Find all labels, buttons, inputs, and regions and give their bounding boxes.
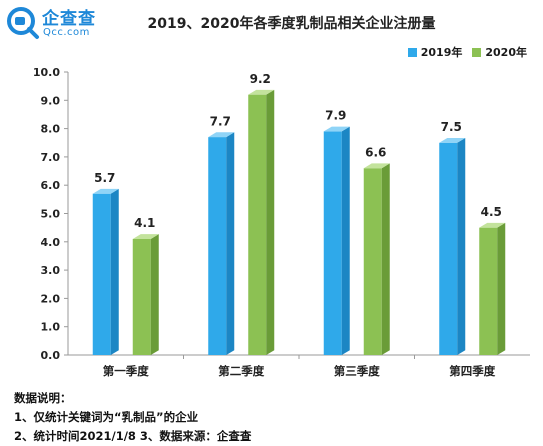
y-tick-label: 9.0: [41, 94, 61, 107]
legend-swatch-2019: [407, 47, 417, 57]
bar-2020-2: [248, 94, 267, 355]
data-label-2019-1: 5.7: [94, 171, 115, 185]
legend-label-2019: 2019年: [420, 46, 463, 59]
logo-subtext: Qcc.com: [43, 27, 90, 38]
y-tick-label: 0.0: [41, 349, 61, 362]
logo-icon: [7, 7, 39, 39]
notes-heading: 数据说明：: [14, 391, 72, 405]
x-tick-label: 第一季度: [103, 364, 149, 378]
y-tick-label: 2.0: [41, 292, 61, 305]
y-tick-label: 10.0: [33, 66, 60, 79]
data-label-2019-2: 7.7: [210, 114, 231, 128]
legend-swatch-2020: [472, 47, 482, 57]
logo-text: 企查查: [42, 9, 96, 29]
x-tick-label: 第四季度: [449, 364, 495, 378]
data-label-2020-2: 9.2: [250, 72, 271, 86]
bar-2019-4: [439, 142, 458, 355]
bar-top-2019-2: [208, 132, 235, 138]
x-tick-label: 第二季度: [218, 364, 264, 378]
bar-2020-3: [363, 168, 382, 355]
bar-top-2019-4: [439, 137, 466, 143]
bar-top-2020-1: [132, 234, 159, 239]
notes-line-2: 2、统计时间2021/1/8 3、数据来源：企查查: [14, 429, 252, 443]
data-label-2019-4: 7.5: [441, 120, 462, 134]
y-tick-label: 4.0: [41, 236, 61, 249]
bar-top-2019-3: [323, 126, 350, 132]
bar-side-2019-2: [226, 132, 235, 355]
legend-label-2020: 2020年: [485, 46, 527, 59]
bar-2020-1: [132, 238, 151, 355]
bar-side-2020-2: [266, 89, 275, 355]
bar-top-2020-2: [248, 89, 275, 95]
x-tick-label: 第三季度: [334, 364, 380, 378]
legend-item-2019: 2019年: [407, 44, 463, 60]
bar-side-2020-3: [381, 163, 390, 355]
y-tick-label: 3.0: [41, 264, 61, 277]
bar-2019-3: [323, 131, 342, 355]
notes-line-1: 1、仅统计关键词为“乳制品”的企业: [14, 410, 199, 424]
data-notes: 数据说明： 1、仅统计关键词为“乳制品”的企业 2、统计时间2021/1/8 3…: [14, 389, 251, 446]
legend-item-2020: 2020年: [472, 44, 527, 60]
y-tick-label: 8.0: [41, 123, 61, 136]
data-label-2020-1: 4.1: [134, 216, 155, 230]
legend: 2019年 2020年: [407, 44, 527, 60]
bar-top-2020-3: [363, 163, 390, 169]
y-tick-label: 7.0: [41, 151, 61, 164]
bar-top-2019-1: [92, 188, 119, 194]
data-label-2020-4: 4.5: [481, 205, 502, 219]
y-tick-label: 1.0: [41, 321, 61, 334]
bar-side-2019-1: [110, 188, 119, 355]
bar-side-2020-1: [150, 234, 159, 355]
chart-title: 2019、2020年各季度乳制品相关企业注册量: [147, 16, 436, 32]
y-tick-label: 5.0: [41, 208, 61, 221]
bar-2019-2: [208, 137, 227, 355]
bar-side-2019-3: [341, 126, 350, 355]
y-tick-label: 6.0: [41, 179, 61, 192]
bar-2020-4: [479, 227, 498, 355]
bar-2019-1: [92, 193, 111, 355]
data-label-2020-3: 6.6: [365, 145, 386, 159]
bar-side-2019-4: [457, 137, 466, 355]
data-label-2019-3: 7.9: [325, 109, 346, 123]
bar-side-2020-4: [497, 222, 506, 355]
logo: 企查查 Qcc.com: [6, 4, 116, 48]
bar-top-2020-4: [479, 222, 506, 228]
